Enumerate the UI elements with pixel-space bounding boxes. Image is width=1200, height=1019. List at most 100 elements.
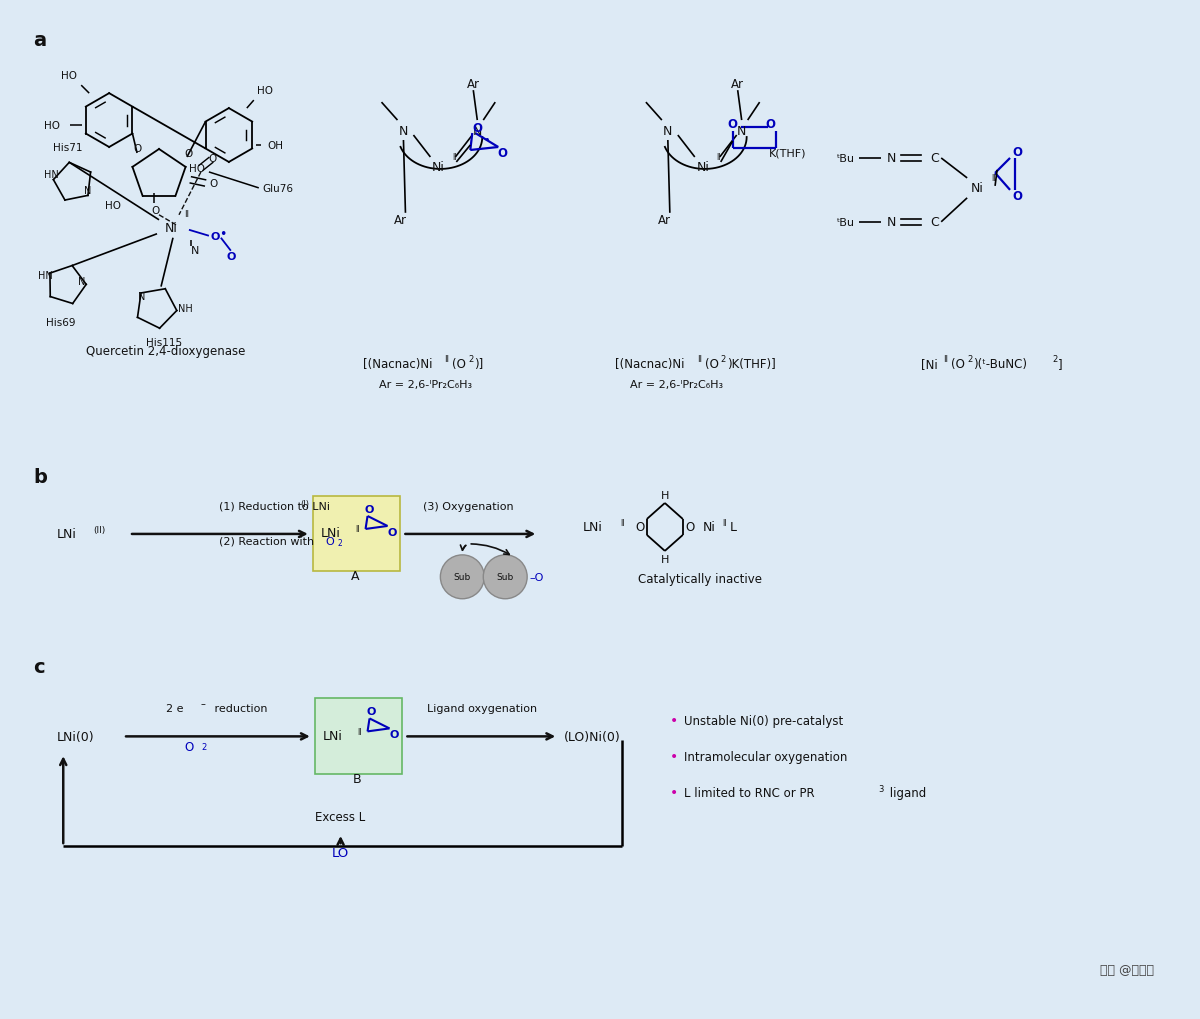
Text: N: N: [664, 124, 672, 138]
Text: HO: HO: [188, 164, 205, 174]
Text: H: H: [661, 554, 670, 565]
Text: 2: 2: [468, 355, 474, 364]
Text: O: O: [209, 154, 217, 164]
Text: )(ᵗ-BuNC): )(ᵗ-BuNC): [973, 358, 1027, 371]
Text: N: N: [84, 185, 91, 196]
Text: LNi: LNi: [323, 730, 342, 742]
Text: •: •: [484, 135, 490, 145]
Text: (2) Reaction with: (2) Reaction with: [218, 536, 318, 546]
Text: Glu76: Glu76: [263, 183, 294, 194]
Text: Ar = 2,6-ᴵPr₂C₆H₃: Ar = 2,6-ᴵPr₂C₆H₃: [630, 380, 724, 390]
Text: 头条 @化学加: 头条 @化学加: [1099, 963, 1153, 976]
Text: O: O: [388, 528, 397, 537]
Text: )K(THF)]: )K(THF)]: [727, 358, 775, 371]
Text: [(Nacnac)Ni: [(Nacnac)Ni: [362, 358, 432, 371]
Text: N: N: [191, 246, 199, 256]
Text: II: II: [355, 525, 360, 534]
Text: LNi: LNi: [583, 521, 602, 534]
Text: 2 e: 2 e: [166, 704, 184, 713]
FancyBboxPatch shape: [313, 496, 401, 572]
Text: (O: (O: [952, 358, 965, 371]
Circle shape: [484, 555, 527, 599]
Text: His115: His115: [146, 338, 182, 348]
Text: HO: HO: [44, 121, 60, 130]
Text: His71: His71: [54, 143, 83, 153]
Text: O: O: [766, 117, 775, 130]
Text: 2: 2: [337, 538, 342, 547]
Text: Unstable Ni(0) pre-catalyst: Unstable Ni(0) pre-catalyst: [684, 714, 844, 728]
Text: O: O: [226, 252, 235, 262]
Text: [Ni: [Ni: [922, 358, 938, 371]
Text: Sub: Sub: [454, 573, 470, 582]
Text: His69: His69: [47, 317, 76, 327]
Text: Excess L: Excess L: [316, 810, 366, 823]
Text: •: •: [220, 228, 227, 242]
Text: O: O: [325, 536, 335, 546]
Text: O: O: [635, 521, 644, 534]
Text: II: II: [620, 519, 624, 528]
Text: (O: (O: [452, 358, 467, 371]
Text: C: C: [930, 152, 938, 165]
Text: 2: 2: [967, 355, 972, 364]
FancyBboxPatch shape: [314, 699, 402, 774]
Text: C: C: [930, 216, 938, 229]
Text: Ar: Ar: [394, 214, 407, 227]
Text: O: O: [210, 178, 218, 189]
Text: (1) Reduction to LNi: (1) Reduction to LNi: [218, 501, 330, 512]
Text: ligand: ligand: [887, 786, 926, 799]
Text: II: II: [722, 519, 727, 528]
Text: HN: HN: [37, 270, 53, 280]
Text: O: O: [473, 121, 482, 135]
Text: L limited to RNC or PR: L limited to RNC or PR: [684, 786, 815, 799]
Text: ᵗBu: ᵗBu: [836, 218, 854, 227]
Text: 2: 2: [721, 355, 726, 364]
Text: II: II: [444, 355, 449, 364]
Text: N: N: [887, 152, 896, 165]
Text: N: N: [78, 276, 85, 286]
Text: II: II: [452, 153, 456, 162]
Text: )]: )]: [474, 358, 484, 371]
Text: a: a: [34, 32, 47, 50]
Text: 2: 2: [1052, 355, 1057, 364]
Text: (II): (II): [94, 526, 106, 535]
Text: II: II: [697, 355, 702, 364]
Text: HN: HN: [43, 170, 59, 179]
Text: (3) Oxygenation: (3) Oxygenation: [422, 501, 514, 512]
Text: A: A: [352, 570, 360, 582]
Text: O: O: [185, 149, 193, 159]
Text: Sub: Sub: [497, 573, 514, 582]
Text: NH: NH: [178, 304, 193, 313]
Text: Ar: Ar: [467, 77, 480, 91]
Text: 3: 3: [878, 784, 883, 793]
Text: N: N: [887, 216, 896, 229]
Text: •: •: [670, 713, 678, 728]
Text: LNi: LNi: [320, 527, 341, 540]
Text: N: N: [473, 124, 482, 138]
Text: II: II: [716, 153, 721, 162]
Text: (O: (O: [704, 358, 719, 371]
Text: O: O: [497, 148, 508, 160]
Text: II: II: [358, 728, 362, 736]
Text: •: •: [670, 750, 678, 763]
Text: Ar: Ar: [659, 214, 671, 227]
Text: H: H: [661, 490, 670, 500]
Text: O: O: [1012, 191, 1022, 203]
Text: N: N: [737, 124, 746, 138]
Text: O: O: [365, 504, 374, 515]
Text: ᵗBu: ᵗBu: [836, 154, 854, 164]
Text: O: O: [210, 231, 220, 242]
Text: b: b: [34, 468, 47, 487]
Text: Ar: Ar: [731, 77, 744, 91]
Text: O: O: [1012, 147, 1022, 159]
Text: (LO)Ni(0): (LO)Ni(0): [564, 731, 620, 743]
Text: •: •: [670, 786, 678, 800]
Text: O: O: [185, 741, 193, 754]
Text: ]: ]: [1058, 358, 1062, 371]
Text: HO: HO: [106, 201, 121, 211]
Text: K(THF): K(THF): [769, 149, 806, 159]
Text: II: II: [943, 355, 948, 364]
Text: HO: HO: [61, 71, 77, 82]
Text: [(Nacnac)Ni: [(Nacnac)Ni: [614, 358, 684, 371]
Text: II: II: [991, 174, 995, 183]
Text: N: N: [138, 291, 145, 302]
